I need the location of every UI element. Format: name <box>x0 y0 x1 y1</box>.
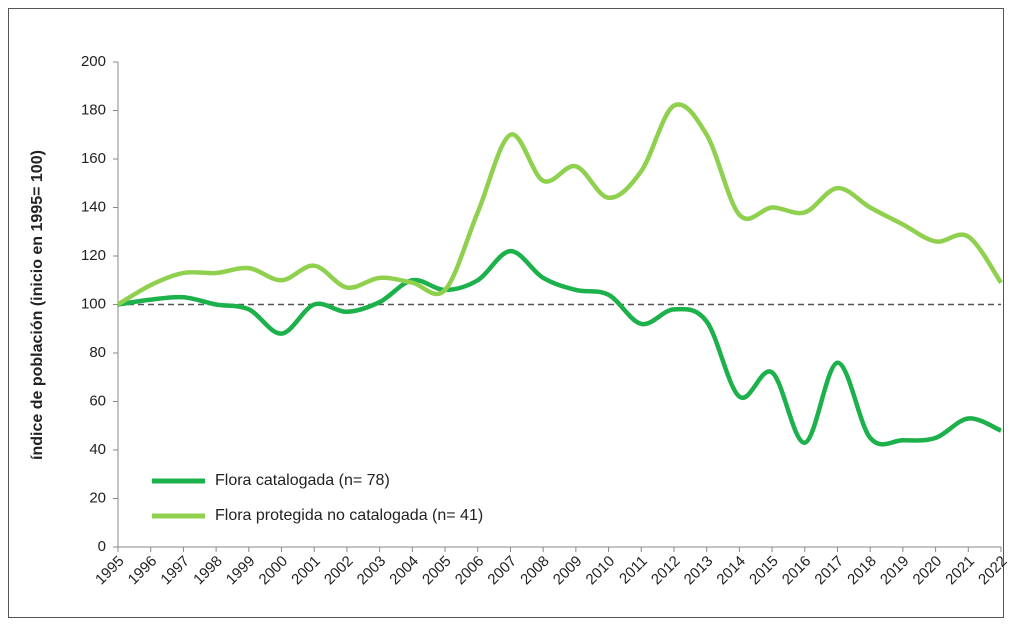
frame <box>8 8 1004 618</box>
y-tick-label: 80 <box>89 344 106 361</box>
y-tick-label: 60 <box>89 392 106 409</box>
x-tick-label: 1999 <box>223 553 259 589</box>
x-tick-label: 2004 <box>386 553 422 589</box>
legend-label: Flora protegida no catalogada (n= 41) <box>215 507 483 524</box>
y-tick-label: 100 <box>81 295 106 312</box>
y-tick-label: 200 <box>81 53 106 70</box>
x-tick-label: 2003 <box>354 553 390 589</box>
x-tick-label: 2014 <box>713 553 749 589</box>
x-tick-label: 2010 <box>583 553 619 589</box>
x-tick-label: 2007 <box>484 553 520 589</box>
x-tick-label: 1996 <box>125 553 161 589</box>
x-tick-label: 2012 <box>648 553 684 589</box>
legend-label: Flora catalogada (n= 78) <box>215 472 390 489</box>
x-tick-label: 2006 <box>452 553 488 589</box>
y-tick-label: 160 <box>81 150 106 167</box>
x-tick-label: 2019 <box>877 553 913 589</box>
x-tick-label: 2000 <box>256 553 292 589</box>
x-tick-label: 2020 <box>910 553 946 589</box>
x-tick-label: 1997 <box>157 553 193 589</box>
x-tick-label: 2018 <box>844 553 880 589</box>
y-tick-label: 40 <box>89 441 106 458</box>
y-tick-label: 180 <box>81 101 106 118</box>
x-tick-label: 2002 <box>321 553 357 589</box>
x-tick-label: 2009 <box>550 553 586 589</box>
y-tick-label: 20 <box>89 489 106 506</box>
y-tick-label: 120 <box>81 247 106 264</box>
x-tick-label: 2005 <box>419 553 455 589</box>
x-tick-label: 2021 <box>942 553 978 589</box>
y-axis-label: índice de población (inicio en 1995= 100… <box>29 150 46 460</box>
x-tick-label: 2011 <box>616 553 651 588</box>
x-tick-label: 2017 <box>811 553 847 589</box>
y-tick-label: 0 <box>98 538 106 555</box>
y-tick-label: 140 <box>81 198 106 215</box>
x-tick-label: 2022 <box>975 553 1011 589</box>
x-tick-label: 2015 <box>746 553 782 589</box>
x-tick-label: 2008 <box>517 553 553 589</box>
x-tick-label: 1998 <box>190 553 226 589</box>
x-tick-label: 2016 <box>779 553 815 589</box>
data-line <box>116 102 1003 307</box>
x-tick-label: 2001 <box>288 553 324 589</box>
x-tick-label: 1995 <box>92 553 128 589</box>
x-tick-label: 2013 <box>681 553 717 589</box>
data-line <box>117 248 1002 447</box>
